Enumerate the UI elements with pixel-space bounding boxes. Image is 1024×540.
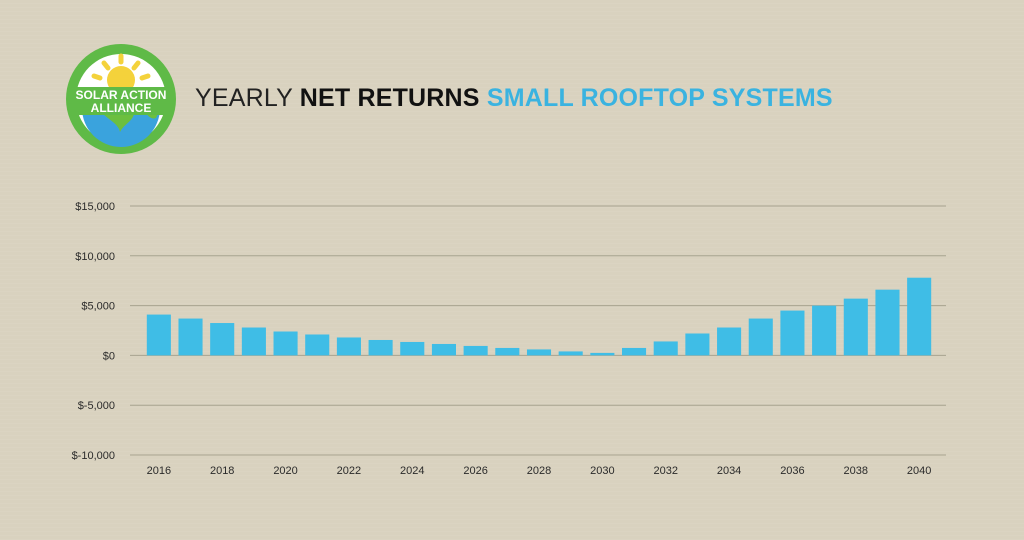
bar-2020 bbox=[273, 331, 298, 356]
title-part-net-returns: NET RETURNS bbox=[299, 84, 480, 112]
logo-banner bbox=[70, 87, 172, 115]
bar-2018 bbox=[210, 323, 235, 356]
solar-action-alliance-logo: SOLAR ACTION ALLIANCE bbox=[66, 44, 176, 154]
bar-2036 bbox=[780, 310, 805, 356]
x-tick-label: 2030 bbox=[590, 465, 614, 477]
bar-2027 bbox=[495, 347, 520, 356]
title-part-small-rooftop: SMALL ROOFTOP SYSTEMS bbox=[479, 84, 833, 112]
bar-2033 bbox=[685, 333, 710, 356]
x-tick-label: 2036 bbox=[780, 465, 804, 477]
x-tick-label: 2034 bbox=[717, 465, 741, 477]
bar-2021 bbox=[305, 334, 330, 356]
x-tick-label: 2024 bbox=[400, 465, 424, 477]
x-tick-label: 2040 bbox=[907, 465, 931, 477]
x-tick-label: 2028 bbox=[527, 465, 551, 477]
bar-2040 bbox=[907, 277, 932, 356]
bar-2032 bbox=[653, 341, 678, 356]
bar-2022 bbox=[336, 337, 361, 356]
y-tick-label: $5,000 bbox=[81, 301, 115, 313]
y-tick-label: $15,000 bbox=[75, 201, 115, 213]
bar-2017 bbox=[178, 318, 203, 356]
y-tick-label: $-5,000 bbox=[78, 400, 115, 412]
y-tick-label: $10,000 bbox=[75, 251, 115, 263]
y-axis-ticks: $15,000 $10,000 $5,000 $0 $-5,000 $-10,000 bbox=[72, 201, 115, 462]
y-tick-label: $-10,000 bbox=[72, 450, 115, 462]
bar-2025 bbox=[431, 343, 456, 356]
x-tick-label: 2020 bbox=[273, 465, 297, 477]
bar-2016 bbox=[146, 314, 171, 356]
bar-2023 bbox=[368, 339, 393, 356]
bar-2038 bbox=[843, 298, 868, 356]
x-tick-label: 2022 bbox=[337, 465, 361, 477]
bar-2039 bbox=[875, 289, 900, 356]
bar-2037 bbox=[812, 305, 837, 356]
bar-2026 bbox=[463, 345, 488, 356]
bar-2028 bbox=[526, 349, 552, 356]
x-tick-label: 2026 bbox=[463, 465, 487, 477]
bar-2024 bbox=[400, 341, 425, 356]
x-tick-label: 2032 bbox=[653, 465, 677, 477]
page-title: YEARLY NET RETURNS SMALL ROOFTOP SYSTEMS bbox=[195, 82, 833, 114]
bar-2029 bbox=[558, 351, 583, 356]
title-part-yearly: YEARLY bbox=[195, 84, 300, 112]
logo-text-line2: ALLIANCE bbox=[91, 101, 152, 115]
x-tick-label: 2016 bbox=[147, 465, 171, 477]
logo-text-line1: SOLAR ACTION bbox=[76, 88, 167, 102]
bar-2019 bbox=[241, 327, 266, 356]
chart-bars bbox=[146, 277, 932, 356]
bar-2030 bbox=[590, 352, 615, 356]
bar-2031 bbox=[622, 347, 647, 356]
bar-2035 bbox=[748, 318, 773, 356]
chart-gridlines bbox=[130, 205, 946, 456]
x-axis-ticks: 2016 2018 2020 2022 2024 2026 2028 2030 2032 2034… bbox=[147, 465, 932, 477]
x-tick-label: 2038 bbox=[844, 465, 868, 477]
x-tick-label: 2018 bbox=[210, 465, 234, 477]
bar-2034 bbox=[717, 327, 742, 356]
y-tick-label: $0 bbox=[103, 350, 115, 362]
